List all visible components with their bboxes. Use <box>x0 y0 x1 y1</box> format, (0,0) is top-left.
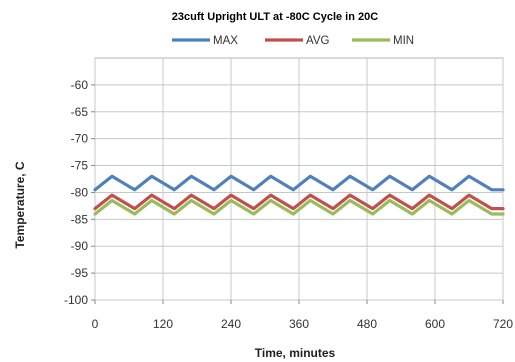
y-tick-label: -80 <box>71 185 89 199</box>
y-tick-label: -95 <box>71 266 89 280</box>
x-tick-label: 480 <box>357 317 377 331</box>
y-tick-label: -85 <box>71 212 89 226</box>
legend-label-min: MIN <box>393 35 414 47</box>
x-tick-label: 360 <box>289 317 309 331</box>
x-axis-title: Time, minutes <box>255 346 336 360</box>
chart-legend: MAX AVG MIN <box>172 35 414 47</box>
legend-label-avg: AVG <box>306 35 329 47</box>
series-layer <box>93 174 505 216</box>
y-tick-label: -70 <box>71 132 89 146</box>
series-line-avg <box>93 193 505 211</box>
axis-ticks: -60 -65 -70 -75 -80 -85 -90 -95 -100 0 120 240 360 48… <box>64 78 513 331</box>
series-line-min <box>93 198 505 216</box>
x-tick-label: 600 <box>425 317 445 331</box>
chart-title: 23cuft Upright ULT at -80C Cycle in 20C <box>172 11 378 23</box>
y-tick-label: -60 <box>71 78 89 92</box>
y-axis-title: Temperature, C <box>13 161 27 248</box>
y-tick-label: -100 <box>64 293 88 307</box>
x-tick-label: 0 <box>92 317 99 331</box>
x-tick-label: 120 <box>153 317 173 331</box>
series-line-max <box>93 174 505 192</box>
y-tick-label: -65 <box>71 105 89 119</box>
legend-label-max: MAX <box>213 35 238 47</box>
x-tick-label: 240 <box>221 317 241 331</box>
y-tick-label: -90 <box>71 239 89 253</box>
x-tick-label: 720 <box>493 317 513 331</box>
y-tick-label: -75 <box>71 159 89 173</box>
